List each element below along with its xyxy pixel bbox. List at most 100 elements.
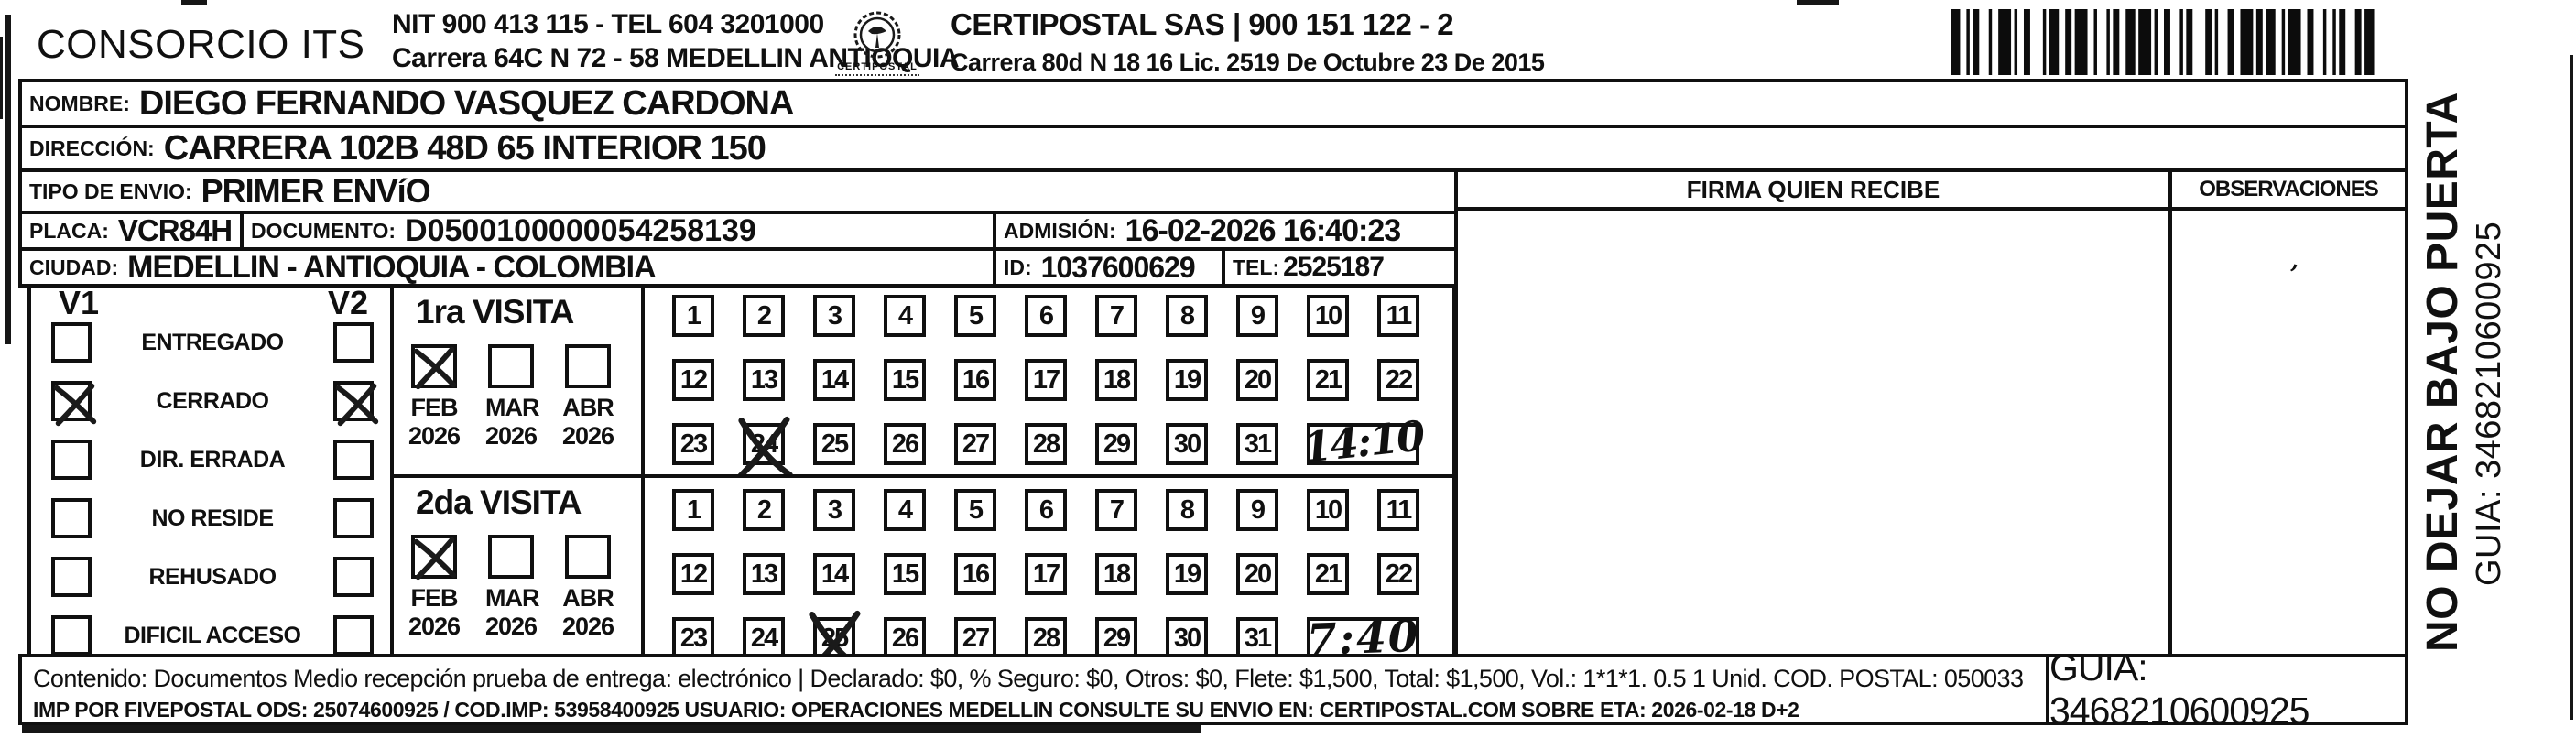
day-number: 4: [897, 300, 913, 331]
day-cell-17: 17: [1025, 359, 1067, 401]
month-option-feb: FEB 2026: [408, 535, 461, 641]
id-label: ID:: [1004, 255, 1032, 279]
day-cell-13: 13: [743, 359, 785, 401]
handwritten-time-box: 14:10: [1300, 411, 1426, 472]
day-number: 31: [1244, 623, 1272, 653]
day-number: 29: [1103, 429, 1131, 459]
day-cell-15: 15: [884, 359, 926, 401]
day-cell-25: 25: [813, 423, 855, 465]
month-year: 2026: [485, 422, 538, 450]
admision-value: 16-02-2026 16:40:23: [1125, 212, 1401, 248]
day-cell-1: 1: [672, 295, 714, 337]
status-row: NO RESIDE: [31, 489, 390, 548]
day-number: 23: [679, 429, 708, 459]
status-label: REHUSADO: [148, 563, 277, 590]
checkbox-checked: [411, 344, 457, 390]
field-ciudad: CIUDAD: MEDELLIN - ANTIOQUIA - COLOMBIA: [18, 247, 996, 288]
day-number: 15: [891, 364, 919, 395]
checkbox: [333, 498, 374, 538]
handwritten-x-mark: [53, 383, 97, 427]
day-number: 13: [750, 559, 778, 589]
day-number: 30: [1173, 429, 1201, 459]
month-option-abr: ABR 2026: [562, 344, 614, 450]
day-number: 7: [1109, 300, 1125, 331]
day-number: 11: [1386, 494, 1413, 525]
status-label: NO RESIDE: [151, 505, 274, 531]
sender-company-info: NIT 900 413 115 - TEL 604 3201000 Carrer…: [392, 7, 960, 75]
day-number: 22: [1385, 559, 1413, 589]
checkbox-checked: [411, 535, 457, 581]
visit1-calendar: 1 2 3 4 5 6 7 8 9 10 11 12 13 14 15 16 17 18 19 20 21 22 23 24 2…: [641, 284, 1456, 480]
delivery-status-panel: V1 V2 ENTREGADO CERRADO DIR. ERRADA NO RESI…: [27, 284, 394, 657]
id-value: 1037600629: [1040, 250, 1196, 284]
handwritten-x-mark: [335, 383, 379, 427]
scan-edge-artifact: [0, 37, 3, 119]
month-year: 2026: [408, 613, 461, 640]
visit2-months: FEB 2026 MAR 2026 ABR 2026: [408, 535, 614, 641]
handwritten-x-mark: [413, 537, 457, 581]
admision-label: ADMISIÓN:: [1004, 218, 1116, 243]
day-cell-16: 16: [954, 359, 996, 401]
checkbox: [565, 344, 611, 388]
day-number: 9: [1250, 494, 1266, 525]
firma-header: FIRMA QUIEN RECIBE: [1454, 168, 2172, 211]
month-label: FEB: [410, 584, 459, 612]
sender-company-name: CONSORCIO ITS: [37, 22, 365, 67]
day-cell-26: 26: [884, 423, 926, 465]
day-cell-4: 4: [884, 295, 926, 337]
day-number: 20: [1244, 364, 1272, 395]
day-number: 27: [962, 429, 990, 459]
day-number: 2: [756, 300, 772, 331]
day-number: 26: [891, 429, 919, 459]
checkbox-checked: [51, 381, 97, 427]
month-label: ABR: [562, 584, 614, 612]
day-cell-29: 29: [1095, 423, 1137, 465]
day-cell-5: 5: [954, 489, 996, 531]
certipostal-logo: CERTIPOSTAL: [822, 9, 932, 79]
day-cell-9: 9: [1236, 295, 1278, 337]
month-year: 2026: [485, 613, 538, 640]
checkbox: [51, 498, 92, 538]
month-label: ABR: [562, 394, 614, 421]
day-number: 21: [1314, 559, 1342, 589]
day-cell-3: 3: [813, 295, 855, 337]
day-number: 2: [756, 494, 772, 525]
checkbox: [51, 557, 92, 597]
day-cell-8: 8: [1166, 489, 1208, 531]
sender-address: Carrera 64C N 72 - 58 MEDELLIN ANTIOQUIA: [392, 43, 960, 73]
checkbox: [51, 322, 92, 363]
day-number: 18: [1103, 364, 1131, 395]
visit2-calendar: 1 2 3 4 5 6 7 8 9 10 11 12 13 14 15 16 17 18 19 20 21 22 23 24 2…: [641, 474, 1456, 674]
status-label: DIR. ERRADA: [139, 446, 286, 472]
handwritten-x-mark: [413, 346, 457, 390]
placa-value: VCR84H: [117, 213, 233, 247]
day-cell-10: 10: [1307, 489, 1349, 531]
visit1-panel: 1ra VISITA FEB 2026 MAR 2026 ABR 2026: [390, 284, 645, 478]
tel-label: TEL:: [1233, 255, 1280, 279]
day-number: 4: [897, 494, 913, 525]
month-option-feb: FEB 2026: [408, 344, 461, 450]
documento-label: DOCUMENTO:: [251, 218, 397, 243]
day-number: 20: [1244, 559, 1272, 589]
carrier-address-license: Carrera 80d N 18 16 Lic. 2519 De Octubre…: [951, 49, 1545, 76]
day-cell-2: 2: [743, 489, 785, 531]
day-number: 26: [891, 623, 919, 653]
certipostal-logo-text: CERTIPOSTAL: [837, 61, 918, 72]
month-option-mar: MAR 2026: [485, 344, 540, 450]
day-cell-20: 20: [1236, 553, 1278, 595]
day-cell-3: 3: [813, 489, 855, 531]
visit1-title: 1ra VISITA: [416, 293, 574, 331]
day-number: 23: [679, 623, 708, 653]
status-row: DIR. ERRADA: [31, 430, 390, 489]
tracking-barcode: [1951, 9, 2377, 75]
scan-edge-artifact: [5, 15, 11, 344]
day-number: 1: [686, 494, 701, 525]
day-cell-8: 8: [1166, 295, 1208, 337]
month-label: FEB: [410, 394, 459, 421]
firma-header-label: FIRMA QUIEN RECIBE: [1686, 175, 1940, 203]
nombre-label: NOMBRE:: [29, 91, 130, 115]
day-number: 3: [827, 494, 842, 525]
day-number: 27: [962, 623, 990, 653]
visit2-panel: 2da VISITA FEB 2026 MAR 2026 ABR 2026: [390, 474, 645, 657]
day-cell-12: 12: [672, 553, 714, 595]
